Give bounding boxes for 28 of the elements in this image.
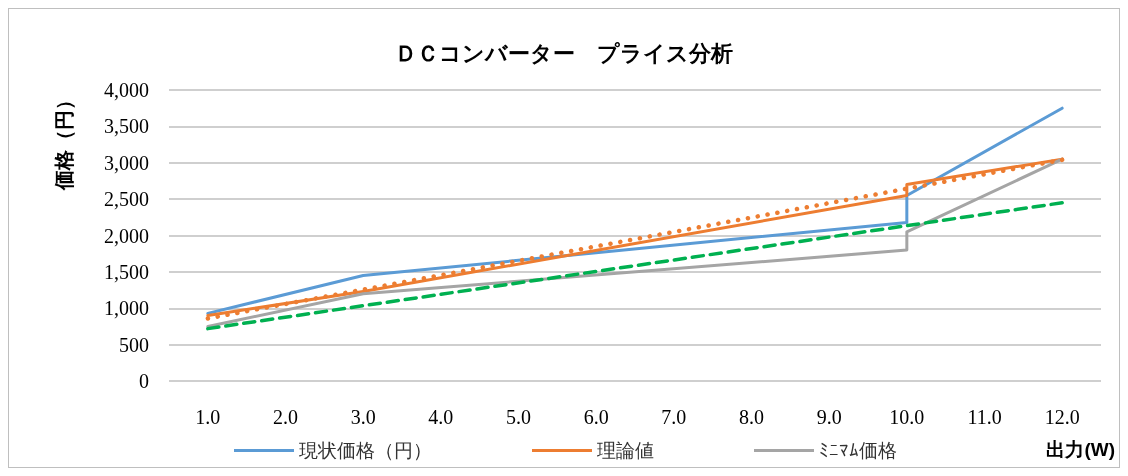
x-tick-label: 8.0	[739, 406, 764, 428]
y-axis-title: 価格（円）	[53, 90, 75, 191]
x-tick-label: 4.0	[428, 406, 454, 428]
x-tick-label: 11.0	[967, 406, 1002, 428]
x-tick-label: 5.0	[506, 406, 531, 428]
line-series	[206, 106, 1064, 315]
y-tick-label: 2,500	[104, 188, 149, 211]
y-tick-label: 1,500	[104, 260, 149, 283]
x-tick-label: 7.0	[661, 406, 687, 428]
y-tick-label: 1,000	[104, 297, 149, 320]
chart-title: ＤＣコンバーター プライス分析	[395, 40, 733, 66]
x-tick-label: 1.0	[195, 406, 221, 428]
x-tick-label: 10.0	[889, 406, 925, 428]
y-tick-label: 3,000	[104, 151, 149, 174]
x-tick-label: 9.0	[816, 406, 842, 428]
x-tick-label: 6.0	[583, 406, 609, 428]
y-tick-label: 3,500	[104, 115, 149, 138]
x-tick-label: 2.0	[273, 406, 298, 428]
y-tick-label: 0	[139, 370, 149, 392]
legend-label: 理論値	[597, 440, 654, 461]
y-tick-label: 2,000	[104, 224, 149, 247]
y-tick-label: 500	[119, 333, 149, 356]
x-axis-title: 出力(W)	[1046, 439, 1116, 460]
x-tick-label: 12.0	[1044, 406, 1080, 428]
legend-label: ﾐﾆﾏﾑ価格	[819, 440, 897, 461]
legend-label: 現状価格（円）	[299, 440, 432, 461]
x-tick-label: 3.0	[350, 406, 376, 428]
y-tick-label: 4,000	[104, 79, 149, 101]
